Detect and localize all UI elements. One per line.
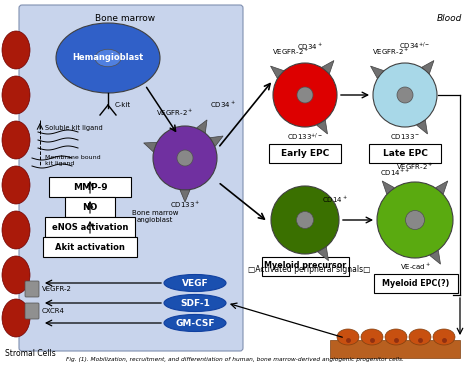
Ellipse shape	[2, 299, 30, 337]
Text: GM-CSF: GM-CSF	[175, 319, 215, 327]
FancyBboxPatch shape	[49, 177, 131, 197]
Ellipse shape	[2, 166, 30, 204]
Text: VEGFR-2$^+$: VEGFR-2$^+$	[272, 47, 309, 57]
Polygon shape	[436, 181, 448, 194]
Ellipse shape	[297, 211, 314, 229]
Text: Early EPC: Early EPC	[281, 149, 329, 157]
FancyBboxPatch shape	[19, 5, 243, 351]
Ellipse shape	[397, 87, 413, 103]
FancyBboxPatch shape	[65, 197, 115, 217]
Ellipse shape	[271, 186, 339, 254]
Text: VEGF: VEGF	[182, 279, 208, 287]
Text: Blood: Blood	[437, 14, 462, 23]
Polygon shape	[210, 136, 223, 146]
Polygon shape	[317, 120, 327, 134]
Text: Stromal Cells: Stromal Cells	[5, 349, 56, 358]
Text: C-kit: C-kit	[115, 102, 131, 108]
Text: Soluble kit ligand: Soluble kit ligand	[45, 125, 103, 131]
Bar	[330, 340, 460, 358]
Ellipse shape	[2, 76, 30, 114]
Text: NO: NO	[82, 203, 97, 211]
Ellipse shape	[361, 329, 383, 345]
FancyBboxPatch shape	[374, 274, 458, 293]
Ellipse shape	[2, 31, 30, 69]
Text: SDF-1: SDF-1	[180, 298, 210, 308]
Ellipse shape	[177, 150, 193, 166]
Ellipse shape	[95, 49, 121, 67]
Ellipse shape	[153, 126, 217, 190]
Ellipse shape	[164, 294, 226, 312]
Ellipse shape	[2, 211, 30, 249]
Text: CXCR4: CXCR4	[42, 308, 65, 314]
Polygon shape	[270, 66, 284, 78]
Polygon shape	[180, 190, 190, 202]
Text: Myeloid EPC(?): Myeloid EPC(?)	[382, 279, 450, 287]
Ellipse shape	[377, 182, 453, 258]
Text: Bone marrow: Bone marrow	[95, 14, 155, 23]
Polygon shape	[371, 66, 384, 78]
Text: CD34$^+$: CD34$^+$	[297, 42, 323, 52]
Text: VEGFR-2$^+$: VEGFR-2$^+$	[397, 162, 434, 172]
Text: VEGFR-2: VEGFR-2	[42, 286, 72, 292]
Text: VE-cad$^+$: VE-cad$^+$	[399, 262, 430, 272]
FancyBboxPatch shape	[369, 144, 441, 163]
Text: MMP-9: MMP-9	[73, 182, 107, 192]
Polygon shape	[422, 61, 434, 74]
Ellipse shape	[164, 275, 226, 291]
Ellipse shape	[56, 23, 160, 93]
Polygon shape	[144, 142, 157, 152]
Text: Akit activation: Akit activation	[55, 243, 125, 251]
FancyBboxPatch shape	[45, 217, 135, 237]
Text: VEGFR-2$^+$: VEGFR-2$^+$	[156, 108, 194, 118]
Ellipse shape	[409, 329, 431, 345]
Text: eNOS activation: eNOS activation	[52, 222, 128, 232]
Ellipse shape	[273, 63, 337, 127]
Ellipse shape	[337, 329, 359, 345]
FancyBboxPatch shape	[269, 144, 341, 163]
Text: CD34$^{+/-}$: CD34$^{+/-}$	[399, 41, 431, 52]
Ellipse shape	[297, 87, 313, 103]
Polygon shape	[430, 250, 440, 264]
Text: Myeloid precursor: Myeloid precursor	[264, 262, 346, 270]
Polygon shape	[382, 181, 394, 194]
Ellipse shape	[164, 315, 226, 331]
FancyBboxPatch shape	[43, 237, 137, 257]
FancyBboxPatch shape	[25, 303, 39, 319]
Text: □Activated peripheral signals□: □Activated peripheral signals□	[248, 265, 370, 274]
Text: CD34$^+$: CD34$^+$	[210, 100, 236, 110]
Text: CD14$^{++}$: CD14$^{++}$	[380, 168, 410, 178]
Text: Membrane bound
kit ligand: Membrane bound kit ligand	[45, 155, 101, 166]
Ellipse shape	[406, 211, 424, 229]
Ellipse shape	[2, 256, 30, 294]
Text: Bone marrow
angioblast: Bone marrow angioblast	[132, 210, 178, 223]
Ellipse shape	[373, 63, 437, 127]
Ellipse shape	[385, 329, 407, 345]
Text: Fig. (1). Mobilization, recruitment, and differentiation of human, bone marrow-d: Fig. (1). Mobilization, recruitment, and…	[66, 357, 404, 362]
FancyBboxPatch shape	[25, 281, 39, 297]
Text: Hemangioblast: Hemangioblast	[73, 54, 144, 62]
Text: CD14$^+$: CD14$^+$	[322, 195, 348, 205]
Ellipse shape	[433, 329, 455, 345]
Text: CD133$^-$: CD133$^-$	[390, 132, 420, 141]
Ellipse shape	[2, 121, 30, 159]
Polygon shape	[417, 120, 428, 134]
Text: Late EPC: Late EPC	[382, 149, 428, 157]
Text: CD133$^+$: CD133$^+$	[170, 200, 200, 210]
Polygon shape	[322, 61, 334, 74]
Polygon shape	[317, 247, 328, 261]
Text: CD133$^{+/-}$: CD133$^{+/-}$	[287, 132, 323, 143]
FancyBboxPatch shape	[262, 257, 349, 276]
Text: VEGFR-2$^+$: VEGFR-2$^+$	[372, 47, 409, 57]
Polygon shape	[197, 120, 207, 133]
